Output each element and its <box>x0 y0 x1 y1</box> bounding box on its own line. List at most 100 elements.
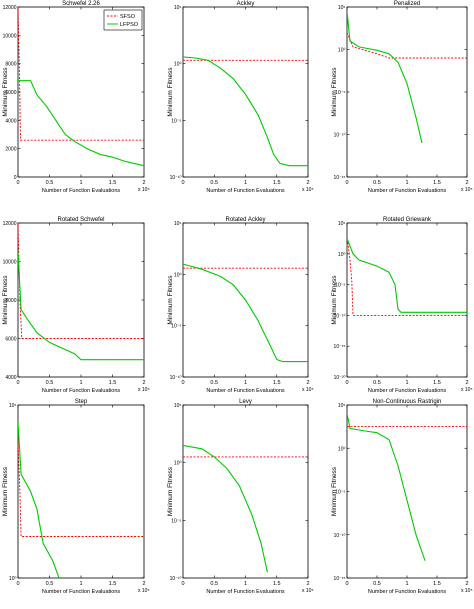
y-tick-label: 10⁻¹⁰ <box>334 313 346 319</box>
x-axis-label: Number of Function Evaluations <box>206 589 285 595</box>
x-tick-label: 2 <box>465 581 468 587</box>
y-tick-label: 4000 <box>5 375 16 381</box>
y-axis-label: Minimum Fitness <box>2 275 9 325</box>
chart-panel-6: Rotated Griewank 0 0.5 1 1.5 2x 10⁵ 10⁻²⁰ 10⁻¹⁵… <box>331 217 473 394</box>
x-tick-label: 1 <box>405 380 408 386</box>
chart-panel-2: Ackley 0 0.5 1 1.5 2x 10⁵ 10⁻¹⁰ 10⁻⁵ 10⁰ 10⁵ Numbe… <box>167 1 314 194</box>
x-tick-label: 0.5 <box>373 180 381 186</box>
y-tick-label: 10⁻¹⁵ <box>334 576 346 582</box>
x-tick-label: 1 <box>244 180 247 186</box>
y-tick-label: 10⁰ <box>174 461 182 467</box>
y-tick-label: 10⁰ <box>174 272 182 278</box>
x-tick-label: 0 <box>181 581 184 587</box>
x-tick-label: 0.5 <box>373 380 381 386</box>
y-axis-label: Minimum Fitness <box>2 67 9 117</box>
x-tick-label: 0.5 <box>210 180 218 186</box>
x-tick-label: 0 <box>345 380 348 386</box>
y-axis-label: Minimum Fitness <box>331 67 338 117</box>
y-tick-label: 6000 <box>5 337 16 343</box>
y-axis-label: Minimum Fitness <box>2 466 9 516</box>
y-tick-label: 10⁻⁵ <box>335 490 345 496</box>
x-tick-label: 0 <box>181 180 184 186</box>
x-axis-exponent: x 10⁵ <box>302 187 314 193</box>
y-tick-label: 10⁻⁵ <box>171 118 181 124</box>
x-tick-label: 0.5 <box>46 180 54 186</box>
x-tick-label: 0 <box>16 380 19 386</box>
series-line-sfso <box>347 235 467 316</box>
plot-area-frame <box>182 404 309 579</box>
legend: SFSO LFPSO <box>103 9 143 31</box>
series-line-sfso <box>347 32 467 59</box>
series-line-lfpso <box>18 80 144 167</box>
y-tick-label: 10⁰ <box>9 576 17 582</box>
chart-panel-9: Non-Continuous Rastrigin 0 0.5 1 1.5 2x 10⁵ 10… <box>331 399 473 595</box>
y-tick-label: 10⁰ <box>338 48 346 54</box>
x-axis-label: Number of Function Evaluations <box>206 388 285 394</box>
y-tick-label: 10⁻⁵ <box>171 324 181 330</box>
x-axis-label: Number of Function Evaluations <box>368 388 447 394</box>
x-tick-label: 2 <box>142 180 145 186</box>
y-tick-label: 10⁵ <box>9 403 17 409</box>
y-tick-label: 10⁵ <box>174 403 182 409</box>
x-tick-label: 0 <box>181 380 184 386</box>
y-tick-label: 10⁻¹⁵ <box>334 344 346 350</box>
y-tick-label: 10⁰ <box>338 446 346 452</box>
x-axis-label: Number of Function Evaluations <box>42 589 121 595</box>
y-tick-label: 10⁵ <box>338 5 346 11</box>
x-tick-label: 0.5 <box>210 380 218 386</box>
chart-title: Rotated Schwefel <box>57 217 104 223</box>
series-line-lfpso <box>183 444 268 573</box>
x-axis-label: Number of Function Evaluations <box>42 388 121 394</box>
y-tick-label: 10⁰ <box>338 252 346 258</box>
x-tick-label: 1.5 <box>273 180 281 186</box>
y-tick-label: 2000 <box>5 147 16 153</box>
y-tick-label: 8000 <box>5 298 16 304</box>
y-axis-label: Minimum Fitness <box>167 67 174 117</box>
x-tick-label: 2 <box>142 380 145 386</box>
series-line-lfpso <box>18 422 60 578</box>
x-tick-label: 0.5 <box>46 380 54 386</box>
x-tick-label: 0 <box>16 581 19 587</box>
series-line-lfpso <box>183 56 308 167</box>
x-tick-label: 0.5 <box>373 581 381 587</box>
y-axis-label: Minimum Fitness <box>331 275 338 325</box>
y-tick-label: 10⁵ <box>338 221 346 227</box>
chart-title: Levy <box>239 399 252 405</box>
legend-label-lfpso: LFPSO <box>120 22 139 28</box>
y-tick-label: 4000 <box>5 118 16 124</box>
x-axis-exponent: x 10⁵ <box>461 387 473 393</box>
plot-area-frame <box>17 222 145 378</box>
x-axis-exponent: x 10⁵ <box>461 187 473 193</box>
plot-area-frame <box>182 6 309 178</box>
series-line-lfpso <box>347 11 423 144</box>
chart-panel-7: Step 0 0.5 1 1.5 2x 10⁵ 10⁰ 10⁵ Number of Functi… <box>2 399 150 595</box>
x-tick-label: 2 <box>465 380 468 386</box>
y-tick-label: 8000 <box>5 62 16 68</box>
x-tick-label: 1 <box>79 380 82 386</box>
x-tick-label: 1.5 <box>433 380 441 386</box>
x-tick-label: 1 <box>244 581 247 587</box>
series-line-sfso <box>18 439 144 537</box>
chart-title: Penalized <box>394 1 420 7</box>
y-tick-label: 10⁻⁵ <box>335 283 345 289</box>
x-tick-label: 1.5 <box>109 380 117 386</box>
y-tick-label: 6000 <box>5 90 16 96</box>
x-axis-label: Number of Function Evaluations <box>368 188 447 194</box>
chart-panel-8: Levy 0 0.5 1 1.5 2x 10⁵ 10⁻¹⁰ 10⁻⁵ 10⁰ 10⁵ Number … <box>167 399 314 595</box>
x-tick-label: 1.5 <box>433 180 441 186</box>
chart-panel-3: Penalized 0 0.5 1 1.5 2x 10⁵ 10⁻¹⁵ 10⁻¹⁰ 10⁻⁵ 10⁰… <box>331 1 473 194</box>
x-tick-label: 0 <box>345 180 348 186</box>
plot-area-frame <box>17 6 145 178</box>
x-axis-label: Number of Function Evaluations <box>206 188 285 194</box>
y-tick-label: 10000 <box>3 260 17 266</box>
x-axis-exponent: x 10⁵ <box>138 387 150 393</box>
y-tick-label: 10⁻⁵ <box>171 518 181 524</box>
x-tick-label: 1.5 <box>109 581 117 587</box>
y-tick-label: 10⁻⁵ <box>335 90 345 96</box>
chart-panel-5: Rotated Ackley 0 0.5 1 1.5 2x 10⁵ 10⁻¹⁰ 10⁻⁵ 10⁰… <box>167 217 314 394</box>
y-tick-label: 10000 <box>3 33 17 39</box>
x-tick-label: 2 <box>142 581 145 587</box>
x-tick-label: 1.5 <box>273 380 281 386</box>
y-tick-label: 10⁻¹⁰ <box>334 533 346 539</box>
